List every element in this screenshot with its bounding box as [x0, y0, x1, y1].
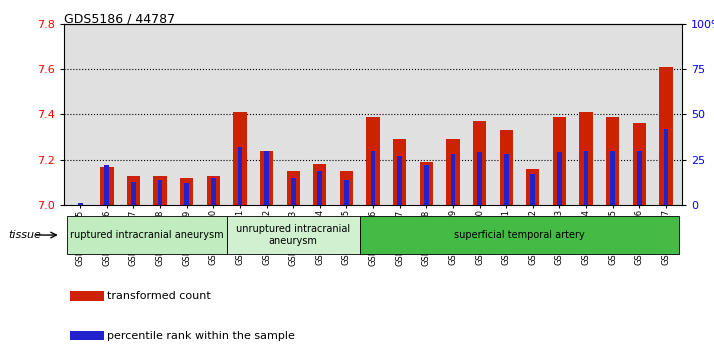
- Bar: [340, 171, 353, 205]
- Bar: [344, 180, 349, 205]
- Text: superficial temporal artery: superficial temporal artery: [454, 230, 585, 240]
- Bar: [526, 169, 540, 205]
- Bar: [451, 154, 456, 205]
- Bar: [420, 162, 433, 205]
- Bar: [286, 171, 300, 205]
- Bar: [158, 180, 163, 205]
- Bar: [393, 139, 406, 205]
- Bar: [226, 216, 360, 254]
- Bar: [154, 176, 167, 205]
- Bar: [610, 151, 615, 205]
- Bar: [637, 151, 642, 205]
- Bar: [477, 152, 482, 205]
- Bar: [71, 331, 104, 340]
- Bar: [318, 171, 322, 205]
- Bar: [371, 151, 376, 205]
- Bar: [424, 165, 428, 205]
- Text: tissue: tissue: [9, 230, 41, 240]
- Text: transformed count: transformed count: [108, 291, 211, 301]
- Bar: [606, 117, 619, 205]
- Bar: [633, 123, 646, 205]
- Bar: [504, 154, 508, 205]
- Bar: [78, 203, 83, 205]
- Bar: [500, 130, 513, 205]
- Text: percentile rank within the sample: percentile rank within the sample: [108, 331, 296, 340]
- Bar: [184, 183, 189, 205]
- Bar: [553, 117, 566, 205]
- Bar: [260, 151, 273, 205]
- Bar: [446, 139, 460, 205]
- Bar: [211, 178, 216, 205]
- Bar: [233, 112, 246, 205]
- Bar: [366, 117, 380, 205]
- Bar: [579, 112, 593, 205]
- Bar: [313, 164, 326, 205]
- Bar: [397, 156, 402, 205]
- Bar: [180, 178, 193, 205]
- Bar: [583, 151, 588, 205]
- Bar: [71, 291, 104, 301]
- Text: ruptured intracranial aneurysm: ruptured intracranial aneurysm: [70, 230, 223, 240]
- Text: unruptured intracranial
aneurysm: unruptured intracranial aneurysm: [236, 224, 351, 246]
- Bar: [360, 216, 679, 254]
- Bar: [663, 129, 668, 205]
- Bar: [238, 147, 242, 205]
- Bar: [127, 176, 140, 205]
- Bar: [264, 151, 269, 205]
- Bar: [131, 182, 136, 205]
- Bar: [67, 216, 226, 254]
- Bar: [531, 174, 536, 205]
- Bar: [104, 165, 109, 205]
- Bar: [557, 152, 562, 205]
- Text: GDS5186 / 44787: GDS5186 / 44787: [64, 13, 176, 26]
- Bar: [291, 178, 296, 205]
- Bar: [659, 67, 673, 205]
- Bar: [206, 176, 220, 205]
- Bar: [100, 167, 114, 205]
- Bar: [473, 121, 486, 205]
